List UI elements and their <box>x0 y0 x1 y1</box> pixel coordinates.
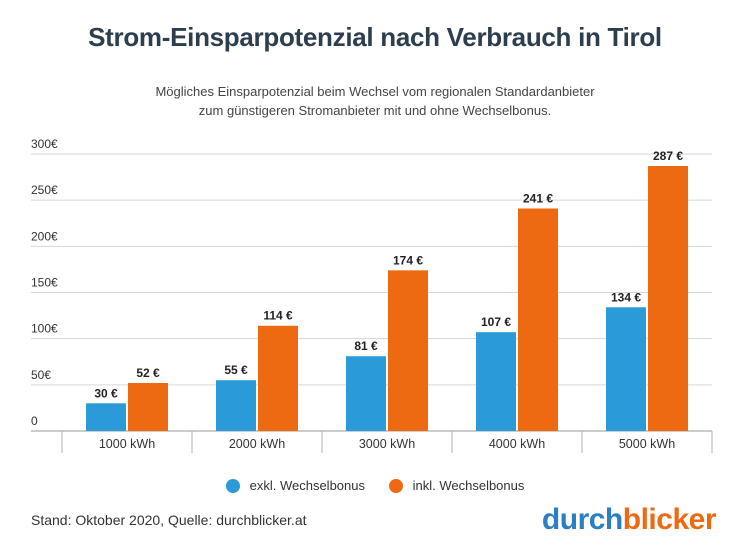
data-label: 81 € <box>354 339 378 353</box>
bar-exkl-2 <box>216 380 256 431</box>
chart-subtitle: Mögliches Einsparpotenzial beim Wechsel … <box>0 82 750 120</box>
x-tick-label: 5000 kWh <box>619 437 675 451</box>
chart-title: Strom-Einsparpotenzial nach Verbrauch in… <box>88 22 662 52</box>
x-tick-label: 2000 kWh <box>229 437 285 451</box>
x-tick-label: 4000 kWh <box>489 437 545 451</box>
legend: exkl. Wechselbonus inkl. Wechselbonus <box>0 478 750 496</box>
bar-exkl-4 <box>476 332 516 431</box>
bar-inkl-3 <box>388 270 428 431</box>
data-label: 114 € <box>263 309 293 323</box>
data-label: 30 € <box>94 386 118 400</box>
y-tick-label: 50€ <box>31 368 51 382</box>
bar-exkl-1 <box>86 403 126 431</box>
bar-exkl-5 <box>606 307 646 431</box>
subtitle-line-1: Mögliches Einsparpotenzial beim Wechsel … <box>155 84 595 99</box>
brand-part-1: durch <box>541 503 623 536</box>
x-tick-label: 3000 kWh <box>359 437 415 451</box>
source-note: Stand: Oktober 2020, Quelle: durchblicke… <box>31 512 307 528</box>
data-label: 107 € <box>481 315 511 329</box>
bar-inkl-4 <box>518 208 558 431</box>
data-label: 52 € <box>136 366 160 380</box>
data-label: 134 € <box>611 290 641 304</box>
data-label: 241 € <box>523 191 553 205</box>
bar-inkl-5 <box>648 166 688 431</box>
brand-part-2: blicker <box>622 503 717 536</box>
data-label: 55 € <box>224 363 248 377</box>
y-tick-label: 250€ <box>31 183 58 197</box>
brand-logo[interactable]: durchblicker <box>541 503 717 537</box>
legend-label-inkl: inkl. Wechselbonus <box>412 478 525 493</box>
y-tick-label: 200€ <box>31 229 58 243</box>
data-label: 287 € <box>653 149 683 163</box>
y-tick-label: 0 <box>31 414 38 428</box>
legend-dot-inkl <box>388 478 403 493</box>
legend-item-inkl: inkl. Wechselbonus <box>388 478 525 493</box>
bar-exkl-3 <box>346 356 386 431</box>
y-tick-label: 100€ <box>31 322 58 336</box>
y-tick-label: 300€ <box>31 137 58 151</box>
x-tick-label: 1000 kWh <box>99 437 155 451</box>
y-tick-label: 150€ <box>31 276 58 290</box>
legend-label-exkl: exkl. Wechselbonus <box>249 478 365 493</box>
bar-inkl-2 <box>258 325 298 431</box>
legend-dot-exkl <box>225 478 240 493</box>
data-label: 174 € <box>393 253 423 267</box>
subtitle-line-2: zum günstigeren Stromanbieter mit und oh… <box>198 103 552 118</box>
legend-item-exkl: exkl. Wechselbonus <box>225 478 365 493</box>
bar-inkl-1 <box>128 382 168 431</box>
